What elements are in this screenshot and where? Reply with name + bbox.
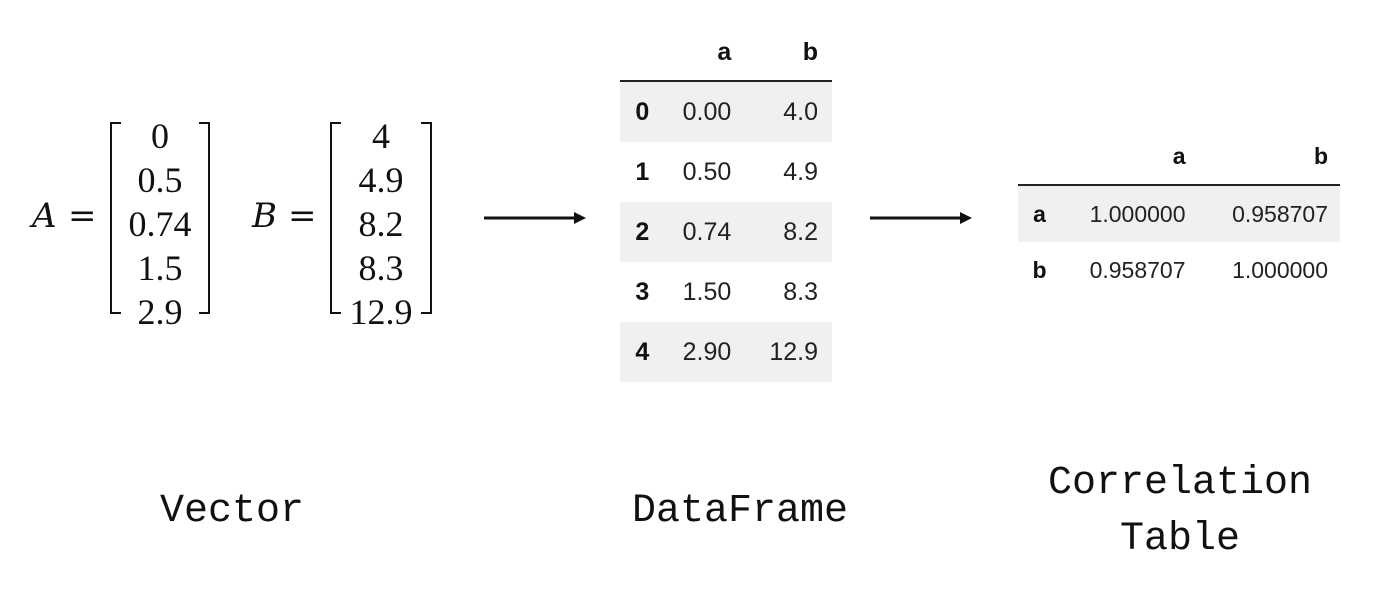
vector-b-name: B (252, 196, 277, 236)
vector-b-matrix: 4 4.9 8.2 8.3 12.9 (330, 116, 432, 332)
vector-a-value: 0.74 (128, 204, 192, 244)
column-header: a (1055, 128, 1198, 186)
table-header-row: a b (1018, 128, 1340, 186)
row-index: 3 (635, 277, 650, 306)
column-header: b (1197, 128, 1340, 186)
arrow-right-icon (870, 212, 972, 224)
vector-b-value: 12.9 (349, 292, 413, 332)
column-header: a (658, 24, 746, 82)
index-header (620, 24, 659, 82)
table-cell: 4.9 (783, 157, 818, 186)
vector-b-value: 4 (372, 116, 390, 156)
correlation-table: a b a 1.000000 0.958707 b 0.958707 1.000… (1018, 128, 1340, 298)
index-header (1018, 128, 1056, 186)
row-index: b (1032, 256, 1047, 283)
table-cell: 0.958707 (1089, 256, 1186, 283)
table-row: 3 1.50 8.3 (620, 262, 832, 322)
row-index: 1 (635, 157, 650, 186)
vector-a-value: 0 (151, 116, 169, 156)
table-row: b 0.958707 1.000000 (1018, 242, 1340, 298)
table-cell: 8.3 (783, 277, 818, 306)
table-cell: 1.000000 (1089, 200, 1186, 227)
table-row: 4 2.90 12.9 (620, 322, 832, 382)
vector-a-value: 2.9 (137, 292, 183, 332)
table-row: 0 0.00 4.0 (620, 81, 832, 142)
left-bracket (330, 122, 341, 314)
vector-a-name: A (32, 196, 57, 236)
right-bracket (199, 122, 210, 314)
table-cell: 8.2 (783, 217, 818, 246)
vector-a-equals: = (68, 196, 97, 236)
vector-b-value: 8.2 (358, 204, 404, 244)
table-cell: 1.50 (682, 277, 732, 306)
left-bracket (110, 122, 121, 314)
column-header: b (745, 24, 832, 82)
row-index: 4 (635, 337, 650, 366)
dataframe-table: a b 0 0.00 4.0 1 0.50 4.9 2 0.74 8.2 3 1… (620, 24, 832, 382)
table-row: 2 0.74 8.2 (620, 202, 832, 262)
table-cell: 1.000000 (1232, 256, 1328, 283)
vector-a-matrix: 0 0.5 0.74 1.5 2.9 (110, 116, 210, 332)
row-index: 0 (635, 97, 650, 126)
right-bracket (421, 122, 432, 314)
arrow-right-icon (484, 212, 586, 224)
vector-b-value: 4.9 (358, 160, 404, 200)
vector-b-value: 8.3 (358, 248, 404, 288)
caption-correlation-line1: Correlation (1047, 461, 1313, 506)
row-index: 2 (635, 217, 650, 246)
row-index: a (1033, 200, 1046, 227)
table-header-row: a b (620, 24, 832, 82)
vector-b-equals: = (288, 196, 317, 236)
caption-vector: Vector (159, 489, 305, 534)
table-row: a 1.000000 0.958707 (1018, 185, 1340, 242)
vector-a-value: 1.5 (137, 248, 183, 288)
table-cell: 0.00 (682, 97, 732, 126)
table-row: 1 0.50 4.9 (620, 142, 832, 202)
table-cell: 12.9 (769, 337, 818, 366)
table-cell: 2.90 (682, 337, 732, 366)
table-cell: 4.0 (783, 97, 818, 126)
table-cell: 0.74 (682, 217, 732, 246)
table-cell: 0.958707 (1232, 200, 1328, 227)
caption-correlation-line2: Table (1119, 517, 1241, 562)
caption-dataframe: DataFrame (631, 489, 849, 534)
vector-a-value: 0.5 (137, 160, 183, 200)
table-cell: 0.50 (682, 157, 732, 186)
